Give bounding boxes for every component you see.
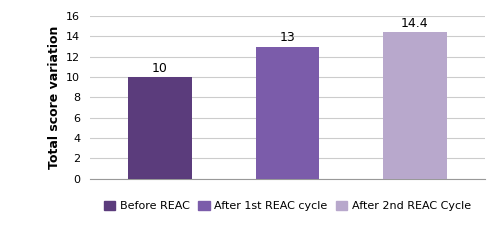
Legend: Before REAC, After 1st REAC cycle, After 2nd REAC Cycle: Before REAC, After 1st REAC cycle, After…: [101, 197, 474, 214]
Text: 13: 13: [280, 31, 295, 44]
Text: 10: 10: [152, 62, 168, 75]
Text: 14.4: 14.4: [401, 17, 428, 30]
Y-axis label: Total score variation: Total score variation: [48, 26, 60, 169]
Bar: [383, 32, 447, 179]
Bar: [256, 46, 320, 179]
Bar: [128, 77, 192, 179]
